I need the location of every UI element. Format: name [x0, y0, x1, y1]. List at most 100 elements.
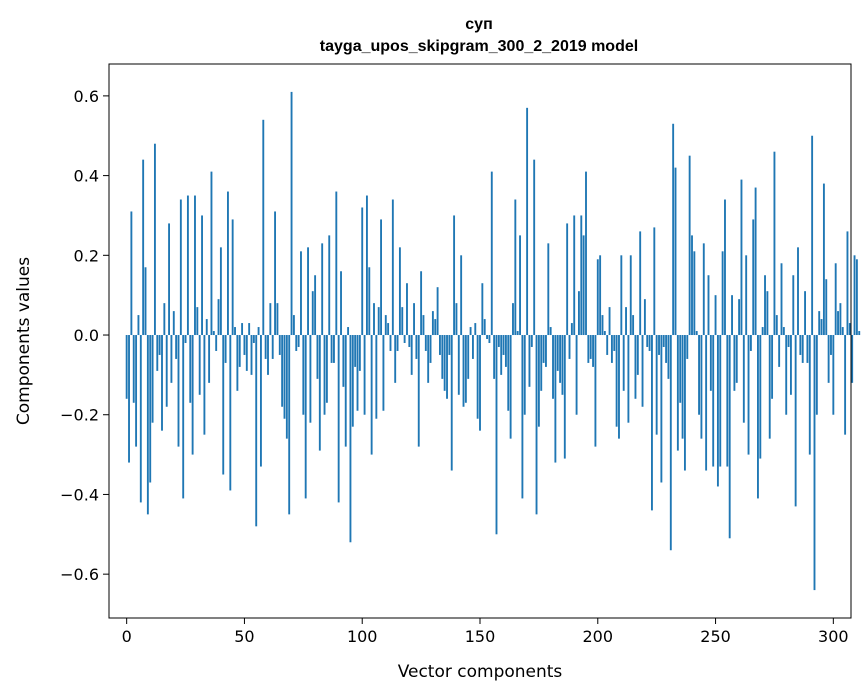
- bar: [622, 335, 625, 391]
- bar: [205, 319, 208, 336]
- bar: [851, 335, 854, 383]
- bar: [738, 299, 741, 336]
- bar: [519, 235, 521, 336]
- bar: [552, 335, 554, 399]
- bar: [231, 219, 234, 336]
- bar: [255, 335, 258, 527]
- bar: [830, 335, 832, 355]
- bar: [778, 335, 781, 367]
- bar: [667, 335, 670, 379]
- bar: [549, 327, 552, 336]
- bar: [222, 335, 225, 475]
- bar: [457, 335, 460, 395]
- bar: [342, 335, 345, 387]
- bar: [323, 335, 326, 415]
- bar: [700, 335, 703, 439]
- bar: [575, 335, 578, 415]
- bar: [189, 335, 192, 403]
- bar: [493, 335, 496, 379]
- bar: [568, 335, 571, 359]
- bar: [846, 231, 849, 336]
- bar: [509, 335, 512, 439]
- bar: [742, 335, 745, 423]
- bar: [196, 307, 199, 336]
- bar: [179, 199, 182, 336]
- bar: [577, 291, 580, 336]
- bar: [436, 287, 439, 336]
- bar: [311, 291, 314, 336]
- bar: [380, 219, 382, 336]
- bar: [691, 235, 693, 336]
- bar: [283, 335, 286, 419]
- bar: [789, 335, 792, 395]
- bar: [705, 335, 708, 471]
- bar: [563, 335, 566, 459]
- bar: [182, 335, 185, 499]
- bar: [495, 335, 498, 535]
- bar: [163, 303, 166, 336]
- bar: [429, 335, 432, 363]
- bar: [434, 319, 437, 336]
- bar: [203, 335, 206, 435]
- bar: [775, 315, 778, 336]
- bar: [780, 263, 783, 336]
- bar: [641, 335, 644, 407]
- bar: [540, 335, 543, 391]
- bar: [804, 291, 806, 336]
- bar: [636, 335, 639, 375]
- bars-group: [125, 91, 861, 591]
- bar: [488, 335, 491, 343]
- bar: [403, 335, 406, 343]
- bar: [516, 331, 519, 336]
- bar: [629, 255, 632, 336]
- bar: [561, 335, 564, 395]
- bar: [785, 335, 788, 415]
- bar: [606, 335, 609, 355]
- bar: [210, 171, 213, 336]
- bar: [417, 335, 420, 447]
- bar: [344, 335, 347, 447]
- bar: [401, 307, 404, 336]
- bar: [514, 199, 517, 336]
- bar: [347, 327, 350, 336]
- bar: [683, 335, 686, 471]
- bar: [497, 335, 500, 347]
- bar: [695, 331, 698, 336]
- bar: [757, 335, 759, 499]
- bar: [330, 335, 333, 363]
- bar: [490, 171, 493, 336]
- bar: [594, 335, 597, 447]
- bar: [592, 335, 594, 367]
- bar: [448, 335, 451, 355]
- bar: [686, 335, 689, 359]
- bar: [688, 155, 691, 336]
- bar: [314, 275, 317, 336]
- bar: [719, 335, 722, 467]
- bar: [238, 335, 241, 367]
- chart-subtitle: tayga_upos_skipgram_300_2_2019 model: [320, 38, 638, 55]
- bar: [693, 251, 696, 336]
- bar: [632, 315, 635, 336]
- bar: [608, 307, 611, 336]
- bar: [618, 335, 620, 439]
- bar: [740, 179, 743, 336]
- bar: [340, 271, 342, 336]
- bar: [450, 335, 453, 471]
- bar: [799, 335, 802, 355]
- bar: [356, 335, 359, 411]
- x-tick-label: 0: [122, 627, 132, 646]
- bar: [486, 335, 488, 340]
- y-axis-label: Components values: [14, 257, 34, 425]
- bar: [215, 335, 218, 351]
- bar: [528, 335, 531, 387]
- bar: [761, 327, 764, 336]
- x-tick-label: 300: [818, 627, 849, 646]
- bar: [714, 295, 717, 336]
- bar: [349, 335, 352, 543]
- bar: [504, 335, 507, 367]
- bar: [328, 235, 331, 336]
- bar: [245, 335, 248, 371]
- bar: [707, 275, 710, 336]
- bar: [483, 319, 486, 336]
